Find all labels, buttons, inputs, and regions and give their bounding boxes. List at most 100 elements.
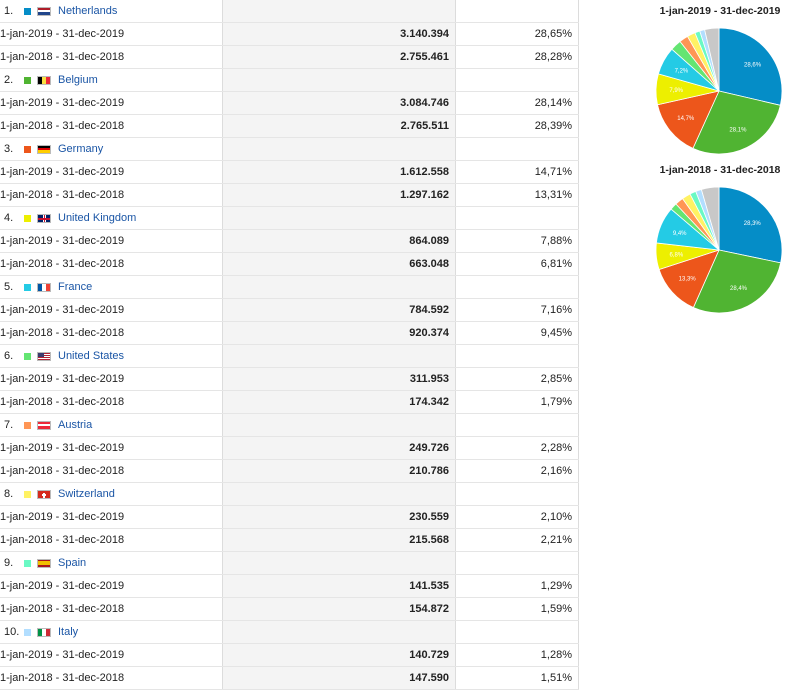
date-range-label: 1-jan-2019 - 31-dec-2019 xyxy=(0,22,223,46)
percentage-value: 2,21% xyxy=(455,528,579,552)
country-link[interactable]: United Kingdom xyxy=(58,212,137,224)
sessions-value: 249.726 xyxy=(222,436,456,460)
date-range-label: 1-jan-2018 - 31-dec-2018 xyxy=(0,390,223,414)
percentage-value: 1,28% xyxy=(455,643,579,667)
percentage-value: 7,88% xyxy=(455,229,579,253)
date-range-label: 1-jan-2019 - 31-dec-2019 xyxy=(0,436,223,460)
date-range-row: 1-jan-2019 - 31-dec-2019 140.729 1,28% xyxy=(0,643,579,667)
series-color-swatch xyxy=(24,214,31,222)
country-cell: 1. Netherlands xyxy=(0,0,223,23)
sessions-value: 140.729 xyxy=(222,643,456,667)
rank-number: 1. xyxy=(4,5,14,17)
date-range-label: 1-jan-2018 - 31-dec-2018 xyxy=(0,597,223,621)
pie-chart-2018: 28,3% 28,4% 13,3% 6,8% 9,4% xyxy=(655,186,783,314)
flag-at-icon xyxy=(37,420,51,430)
date-range-label: 1-jan-2019 - 31-dec-2019 xyxy=(0,229,223,253)
pie-slice-label: 7,2% xyxy=(675,68,689,74)
date-range-row: 1-jan-2018 - 31-dec-2018 147.590 1,51% xyxy=(0,666,579,690)
country-row: 3. Germany xyxy=(0,137,579,161)
date-range-label: 1-jan-2019 - 31-dec-2019 xyxy=(0,643,223,667)
percentage-value: 28,14% xyxy=(455,91,579,115)
date-range-row: 1-jan-2018 - 31-dec-2018 1.297.162 13,31% xyxy=(0,183,579,207)
date-range-label: 1-jan-2018 - 31-dec-2018 xyxy=(0,114,223,138)
date-range-row: 1-jan-2018 - 31-dec-2018 663.048 6,81% xyxy=(0,252,579,276)
percentage-value: 28,65% xyxy=(455,22,579,46)
country-link[interactable]: Switzerland xyxy=(58,488,115,500)
flag-us-icon xyxy=(37,351,51,361)
pie-slice-other[interactable] xyxy=(704,27,720,92)
sessions-value: 210.786 xyxy=(222,459,456,483)
pie-slice-belgium[interactable] xyxy=(692,249,782,314)
sessions-value: 2.765.511 xyxy=(222,114,456,138)
sessions-value: 864.089 xyxy=(222,229,456,253)
pie-slice-label: 28,3% xyxy=(744,221,762,227)
country-row: 8. Switzerland xyxy=(0,482,579,506)
rank-number: 8. xyxy=(4,488,14,500)
series-color-swatch xyxy=(24,490,31,498)
country-row: 5. France xyxy=(0,275,579,299)
percentage-value: 28,28% xyxy=(455,45,579,69)
pie-slice-belgium[interactable] xyxy=(692,90,781,155)
country-cell: 10. Italy xyxy=(0,620,223,644)
sessions-value: 147.590 xyxy=(222,666,456,690)
percentage-value: 1,79% xyxy=(455,390,579,414)
country-link[interactable]: Netherlands xyxy=(58,5,118,17)
date-range-label: 1-jan-2019 - 31-dec-2019 xyxy=(0,298,223,322)
rank-number: 6. xyxy=(4,350,14,362)
sessions-value: 1.612.558 xyxy=(222,160,456,184)
pie-slice-netherlands[interactable] xyxy=(718,27,783,106)
country-link[interactable]: Spain xyxy=(58,557,87,569)
pie-2019-title: 1-jan-2019 - 31-dec-2019 xyxy=(659,5,781,17)
country-cell: 5. France xyxy=(0,275,223,299)
date-range-label: 1-jan-2018 - 31-dec-2018 xyxy=(0,45,223,69)
pie-slice-netherlands[interactable] xyxy=(718,186,783,264)
country-cell: 7. Austria xyxy=(0,413,223,437)
flag-gb-icon xyxy=(37,213,51,223)
pie-slice-other[interactable] xyxy=(700,186,720,251)
country-row: 10. Italy xyxy=(0,620,579,644)
percentage-value: 9,45% xyxy=(455,321,579,345)
sessions-value: 230.559 xyxy=(222,505,456,529)
pie-2018-title: 1-jan-2018 - 31-dec-2018 xyxy=(659,164,781,176)
country-row: 2. Belgium xyxy=(0,68,579,92)
percentage-value: 2,85% xyxy=(455,367,579,391)
country-cell: 8. Switzerland xyxy=(0,482,223,506)
series-color-swatch xyxy=(24,559,31,567)
date-range-label: 1-jan-2019 - 31-dec-2019 xyxy=(0,505,223,529)
date-range-label: 1-jan-2018 - 31-dec-2018 xyxy=(0,321,223,345)
pie-slice-germany[interactable] xyxy=(657,90,720,149)
rank-number: 5. xyxy=(4,281,14,293)
country-link[interactable]: Belgium xyxy=(58,74,98,86)
country-cell: 3. Germany xyxy=(0,137,223,161)
sessions-value: 1.297.162 xyxy=(222,183,456,207)
date-range-label: 1-jan-2018 - 31-dec-2018 xyxy=(0,666,223,690)
pie-slice-label: 13,3% xyxy=(679,277,697,283)
date-range-label: 1-jan-2019 - 31-dec-2019 xyxy=(0,160,223,184)
date-range-label: 1-jan-2018 - 31-dec-2018 xyxy=(0,183,223,207)
percentage-value: 2,16% xyxy=(455,459,579,483)
date-range-row: 1-jan-2019 - 31-dec-2019 141.535 1,29% xyxy=(0,574,579,598)
flag-fr-icon xyxy=(37,282,51,292)
series-color-swatch xyxy=(24,145,31,153)
pie-slice-label: 28,4% xyxy=(730,286,748,292)
country-link[interactable]: France xyxy=(58,281,93,293)
country-link[interactable]: United States xyxy=(58,350,125,362)
date-range-row: 1-jan-2018 - 31-dec-2018 920.374 9,45% xyxy=(0,321,579,345)
date-range-label: 1-jan-2019 - 31-dec-2019 xyxy=(0,367,223,391)
pie-slice-label: 14,7% xyxy=(677,116,695,122)
date-range-row: 1-jan-2019 - 31-dec-2019 1.612.558 14,71% xyxy=(0,160,579,184)
rank-number: 9. xyxy=(4,557,14,569)
country-link[interactable]: Austria xyxy=(58,419,93,431)
percentage-value: 28,39% xyxy=(455,114,579,138)
date-range-row: 1-jan-2019 - 31-dec-2019 3.084.746 28,14% xyxy=(0,91,579,115)
series-color-swatch xyxy=(24,76,31,84)
date-range-row: 1-jan-2019 - 31-dec-2019 249.726 2,28% xyxy=(0,436,579,460)
percentage-value: 7,16% xyxy=(455,298,579,322)
country-link[interactable]: Italy xyxy=(58,626,79,638)
date-range-label: 1-jan-2018 - 31-dec-2018 xyxy=(0,459,223,483)
percentage-value: 14,71% xyxy=(455,160,579,184)
series-color-swatch xyxy=(24,421,31,429)
country-link[interactable]: Germany xyxy=(58,143,104,155)
country-row: 9. Spain xyxy=(0,551,579,575)
country-cell: 2. Belgium xyxy=(0,68,223,92)
